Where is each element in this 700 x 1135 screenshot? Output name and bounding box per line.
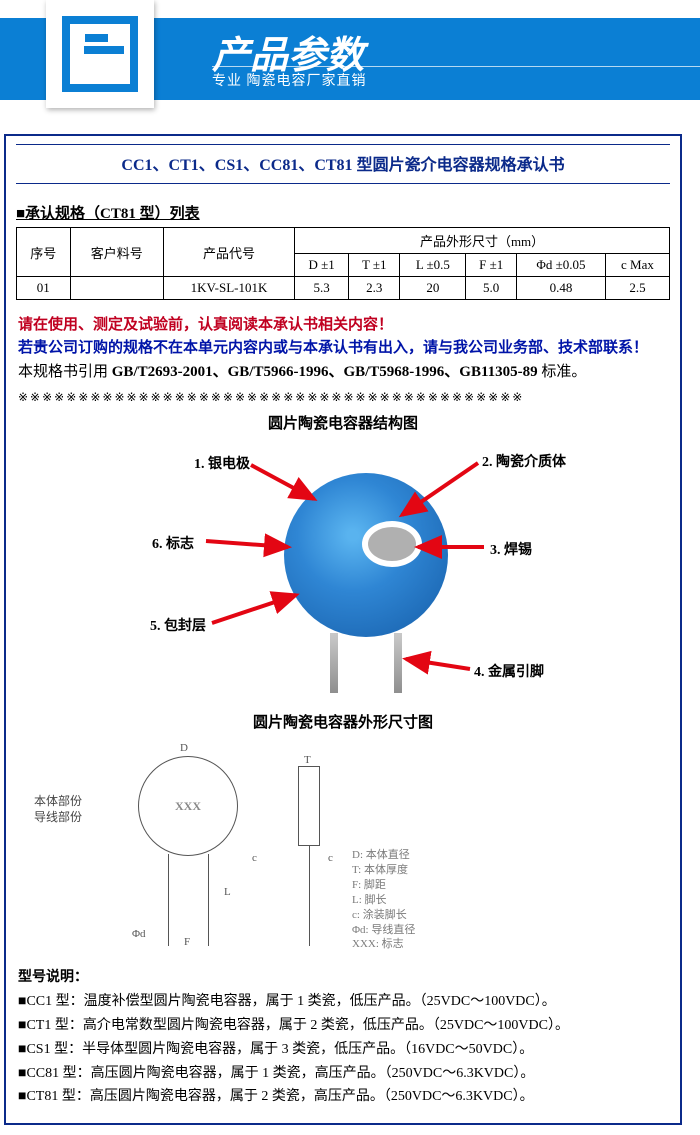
size-body-circle: XXX <box>138 756 238 856</box>
note-line-3a: 本规格书引用 <box>18 364 112 380</box>
label-2: 2. 陶瓷介质体 <box>482 451 566 471</box>
cell-D: 5.3 <box>295 277 349 300</box>
col-L: L ±0.5 <box>400 254 466 277</box>
size-title: 圆片陶瓷电容器外形尺寸图 <box>16 711 670 732</box>
structure-title: 圆片陶瓷电容器结构图 <box>16 412 670 433</box>
spec-table: 序号 客户料号 产品代号 产品外形尺寸（mm） D ±1 T ±1 L ±0.5… <box>16 227 670 300</box>
doc-title-em: CT81 <box>314 157 352 174</box>
note-line-2: 若贵公司订购的规格不在本单元内容内或与本承认书有出入，请与我公司业务部、技术部联… <box>18 337 668 360</box>
size-xxx: XXX <box>175 799 201 814</box>
doc-title-suffix: 型圆片瓷介电容器规格承认书 <box>353 157 565 174</box>
note-line-1: 请在使用、测定及试验前，认真阅读本承认书相关内容！ <box>18 314 668 337</box>
size-legend: D: 本体直径 T: 本体厚度 F: 脚距 L: 脚长 c: 涂装脚长 Φd: … <box>352 848 415 952</box>
doc-title-prefix: CC1、CT1、CS1、CC81、 <box>121 157 314 174</box>
structure-diagram: 1. 银电极 2. 陶瓷介质体 3. 焊锡 4. 金属引脚 5. 包封层 6. … <box>16 437 670 705</box>
note-line-3: 本规格书引用 GB/T2693-2001、GB/T5966-1996、GB/T5… <box>18 361 668 384</box>
cell-F: 5.0 <box>466 277 517 300</box>
size-lead-3 <box>309 846 310 946</box>
size-left-bot: 导线部份 <box>34 808 82 825</box>
document-title: CC1、CT1、CS1、CC81、CT81 型圆片瓷介电容器规格承认书 <box>16 144 670 184</box>
col-F: F ±1 <box>466 254 517 277</box>
page-header: 产品参数 专业 陶瓷电容厂家直销 <box>0 0 700 120</box>
col-seq: 序号 <box>17 228 71 277</box>
label-6: 6. 标志 <box>152 533 194 553</box>
col-D: D ±1 <box>295 254 349 277</box>
notes-block: 请在使用、测定及试验前，认真阅读本承认书相关内容！ 若贵公司订购的规格不在本单元… <box>18 314 668 406</box>
col-dims: 产品外形尺寸（mm） <box>295 228 670 254</box>
dim-F: F <box>184 936 190 948</box>
type-item: ■CT81 型：高压圆片陶瓷电容器，属于 2 类瓷，高压产品。（250VDC～6… <box>18 1085 668 1109</box>
type-item: ■CT1 型：高介电常数型圆片陶瓷电容器，属于 2 类瓷，低压产品。（25VDC… <box>18 1014 668 1038</box>
col-code: 产品代号 <box>163 228 294 277</box>
legend-line: L: 脚长 <box>352 893 415 908</box>
legend-line: Φd: 导线直径 <box>352 923 415 938</box>
legend-line: XXX: 标志 <box>352 937 415 952</box>
dim-c: c <box>252 852 257 864</box>
legend-line: D: 本体直径 <box>352 848 415 863</box>
label-1: 1. 银电极 <box>194 453 250 473</box>
dim-c-2: c <box>328 852 333 864</box>
label-3: 3. 焊锡 <box>490 539 532 559</box>
label-5: 5. 包封层 <box>150 615 206 635</box>
note-line-3c: 标准。 <box>538 364 587 380</box>
type-item: ■CC1 型：温度补偿型圆片陶瓷电容器，属于 1 类瓷，低压产品。（25VDC～… <box>18 990 668 1014</box>
brand-logo <box>46 0 154 108</box>
logo-glyph <box>62 16 138 92</box>
spec-heading: ■承认规格（CT81 型）列表 <box>16 200 670 227</box>
legend-line: F: 脚距 <box>352 878 415 893</box>
table-header-row-1: 序号 客户料号 产品代号 产品外形尺寸（mm） <box>17 228 670 254</box>
cell-seq: 01 <box>17 277 71 300</box>
cell-code: 1KV-SL-101K <box>163 277 294 300</box>
cell-phi: 0.48 <box>517 277 606 300</box>
dim-L: L <box>224 886 231 898</box>
cell-c: 2.5 <box>605 277 669 300</box>
label-4: 4. 金属引脚 <box>474 661 544 681</box>
cell-T: 2.3 <box>349 277 400 300</box>
col-phi: Φd ±0.05 <box>517 254 606 277</box>
table-row: 01 1KV-SL-101K 5.3 2.3 20 5.0 0.48 2.5 <box>17 277 670 300</box>
legend-line: c: 涂装脚长 <box>352 908 415 923</box>
size-drawing: 本体部份 导线部份 XXX D T L F c Φd c D: 本体直径 T: … <box>16 736 670 956</box>
col-T: T ±1 <box>349 254 400 277</box>
type-item: ■CS1 型：半导体型圆片陶瓷电容器，属于 3 类瓷，低压产品。（16VDC～5… <box>18 1038 668 1062</box>
document-frame: CC1、CT1、CS1、CC81、CT81 型圆片瓷介电容器规格承认书 ■承认规… <box>4 134 682 1125</box>
cell-L: 20 <box>400 277 466 300</box>
arrows-svg <box>16 437 676 705</box>
size-left-top: 本体部份 <box>34 792 82 809</box>
asterisk-divider: ※※※※※※※※※※※※※※※※※※※※※※※※※※※※※※※※※※※※※※※※… <box>18 388 668 407</box>
header-divider <box>212 66 700 67</box>
header-subtitle: 专业 陶瓷电容厂家直销 <box>212 70 367 90</box>
dim-T: T <box>304 754 311 766</box>
size-lead-2 <box>208 854 209 946</box>
col-c: c Max <box>605 254 669 277</box>
dim-phi: Φd <box>132 928 146 940</box>
type-item: ■CC81 型：高压圆片陶瓷电容器，属于 1 类瓷，高压产品。（250VDC～6… <box>18 1062 668 1086</box>
legend-line: T: 本体厚度 <box>352 863 415 878</box>
dim-D: D <box>180 742 188 754</box>
note-line-3b: GB/T2693-2001、GB/T5966-1996、GB/T5968-199… <box>112 364 538 380</box>
col-cust: 客户料号 <box>70 228 163 277</box>
size-side-rect <box>298 766 320 846</box>
size-lead-1 <box>168 854 169 946</box>
cell-cust <box>70 277 163 300</box>
types-heading: 型号说明： <box>18 966 668 990</box>
types-block: 型号说明： ■CC1 型：温度补偿型圆片陶瓷电容器，属于 1 类瓷，低压产品。（… <box>18 966 668 1109</box>
